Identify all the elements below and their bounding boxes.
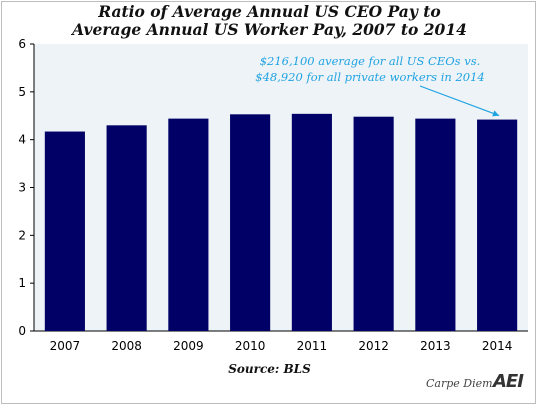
annotation-line-1: $216,100 average for all US CEOs vs. xyxy=(259,54,481,68)
x-tick-label: 2007 xyxy=(50,339,81,353)
bar-2013 xyxy=(415,118,456,332)
bar-2014 xyxy=(477,119,518,332)
x-tick-label: 2011 xyxy=(297,339,328,353)
aei-logo: AEI xyxy=(493,371,524,392)
annotation-arrow-line xyxy=(419,85,500,117)
chart-title-line-2: Average Annual US Worker Pay, 2007 to 20… xyxy=(72,20,467,39)
y-tick-label: 1 xyxy=(18,276,26,290)
x-tick-label: 2008 xyxy=(111,339,142,353)
y-tick-label: 3 xyxy=(18,181,26,195)
x-tick-label: 2013 xyxy=(420,339,451,353)
bar-2012 xyxy=(353,116,394,331)
source-note: Source: BLS xyxy=(228,362,311,376)
brand-name: Carpe Diem xyxy=(426,377,493,390)
bar-2007 xyxy=(44,131,85,331)
x-tick-label: 2010 xyxy=(235,339,266,353)
y-tick-label: 2 xyxy=(18,228,26,242)
y-tick-label: 4 xyxy=(18,133,26,147)
bar-2008 xyxy=(106,125,147,331)
bar-2009 xyxy=(168,118,209,332)
y-tick-label: 6 xyxy=(18,37,26,51)
y-tick-label: 0 xyxy=(18,324,26,338)
annotation-arrow-head xyxy=(492,110,500,117)
x-tick-label: 2014 xyxy=(482,339,513,353)
annotation-text: $216,100 average for all US CEOs vs. $48… xyxy=(250,53,490,85)
bar-2010 xyxy=(230,114,271,331)
bar-2011 xyxy=(291,113,332,331)
x-tick-label: 2009 xyxy=(173,339,204,353)
chart-title-line-1: Ratio of Average Annual US CEO Pay to xyxy=(98,2,441,21)
y-tick-label: 5 xyxy=(18,85,26,99)
x-tick-label: 2012 xyxy=(358,339,389,353)
annotation-line-2: $48,920 for all private workers in 2014 xyxy=(255,70,485,84)
